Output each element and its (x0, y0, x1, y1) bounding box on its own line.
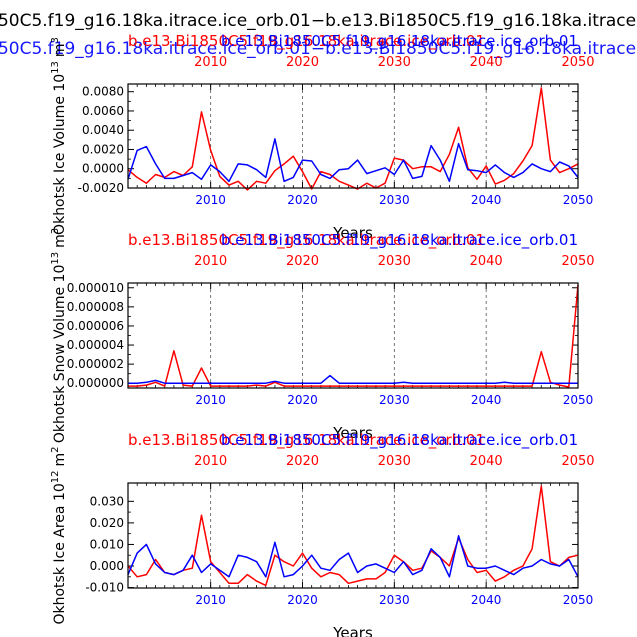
top-x-tick-label: 2050 (561, 55, 594, 70)
y-axis-exponent: 13 (50, 252, 61, 265)
x-axis-label: Years (332, 624, 373, 637)
y-axis-unit-exponent: 3 (50, 37, 61, 43)
y-tick-label: 0.010 (90, 537, 124, 551)
panel-right-title: b.e13.Bi1850C5.f19_g16.18ka.itrace.ice_o… (221, 231, 578, 250)
y-tick-label: 0.000000 (67, 376, 124, 390)
y-tick-label: 0.000008 (67, 300, 124, 314)
bottom-x-tick-label: 2040 (471, 193, 502, 207)
top-x-tick-label: 2050 (561, 254, 594, 269)
figure-title-black: b.e13.Bi1850C5.f19_g16.18ka.itrace.ice_o… (0, 11, 637, 31)
y-axis-label-text: Okhotsk Ice Volume 10 (52, 74, 68, 235)
x-axis-label: Years (332, 424, 373, 442)
y-tick-label: 0.000004 (67, 338, 124, 352)
panel-right-title: b.e13.Bi1850C5.f19_g16.18ka.itrace.ice_o… (221, 431, 578, 450)
top-x-tick-label: 2040 (470, 454, 503, 469)
series-line-red (127, 87, 579, 191)
y-axis-label: Okhotsk Ice Area 1012 m2 (50, 446, 68, 624)
y-axis-label: Okhotsk Ice Volume 1013m3 (50, 37, 68, 235)
y-tick-label: 0.030 (90, 494, 124, 508)
top-x-tick-label: 2020 (286, 55, 319, 70)
panel-1: b.e13.Bi1850C5.f19_g16.18ka.itrace.ice_o… (50, 32, 595, 242)
y-tick-label: 0.000010 (67, 281, 124, 295)
top-x-tick-label: 2030 (378, 55, 411, 70)
x-axis-label: Years (332, 224, 373, 242)
series-line-blue (127, 138, 579, 183)
y-axis-label-text: Okhotsk Ice Area 10 (52, 483, 68, 624)
series-line-blue (128, 374, 578, 384)
y-tick-label: 0.0080 (82, 85, 124, 99)
y-tick-label: 0.020 (90, 516, 124, 530)
panel-left-title: b.e13.Bi1850C5.f19_g16.18ka.itrace.ice_o… (128, 431, 485, 450)
top-x-tick-label: 2020 (286, 254, 319, 269)
top-x-tick-label: 2010 (194, 454, 227, 469)
series-line-red (128, 284, 579, 388)
top-x-tick-label: 2050 (561, 454, 594, 469)
bottom-x-tick-label: 2040 (471, 393, 502, 407)
panel-right-title: b.e13.Bi1850C5.f19_g16.18ka.itrace.ice_o… (221, 32, 578, 51)
y-tick-label: 0.000 (90, 559, 124, 573)
y-axis-exponent: 13 (50, 61, 61, 74)
y-tick-label: 0.0040 (82, 123, 124, 137)
bottom-x-tick-label: 2050 (563, 193, 594, 207)
y-tick-label: -0.0020 (78, 181, 124, 195)
y-axis-exponent: 12 (50, 471, 61, 484)
top-x-tick-label: 2030 (378, 254, 411, 269)
y-axis-unit: m (52, 234, 68, 248)
bottom-x-tick-label: 2020 (287, 193, 318, 207)
bottom-x-tick-label: 2030 (379, 593, 410, 607)
panels: b.e13.Bi1850C5.f19_g16.18ka.itrace.ice_o… (50, 32, 595, 637)
bottom-x-tick-label: 2020 (287, 593, 318, 607)
top-x-tick-label: 2040 (470, 55, 503, 70)
plot-frame (127, 83, 579, 189)
top-x-tick-label: 2030 (378, 454, 411, 469)
y-tick-label: 0.000002 (67, 357, 124, 371)
y-tick-label: -0.010 (85, 581, 124, 595)
top-x-tick-label: 2010 (194, 55, 227, 70)
panel-3: b.e13.Bi1850C5.f19_g16.18ka.itrace.ice_o… (50, 431, 595, 637)
bottom-x-tick-label: 2030 (379, 193, 410, 207)
figure-title-blue: b.e13.Bi1850C5.f19_g16.18ka.itrace.ice_o… (0, 39, 637, 59)
plot-frame (127, 482, 579, 589)
panel-left-title: b.e13.Bi1850C5.f19_g16.18ka.itrace.ice_o… (128, 32, 485, 51)
plot-frame (127, 282, 579, 389)
y-tick-label: 0.0060 (82, 104, 124, 118)
y-axis-unit-exponent: 3 (50, 228, 61, 234)
bottom-x-tick-label: 2010 (195, 193, 226, 207)
bottom-x-tick-label: 2040 (471, 593, 502, 607)
bottom-x-tick-label: 2010 (195, 393, 226, 407)
y-tick-label: 0.0000 (82, 162, 124, 176)
series-line-blue (127, 535, 579, 578)
bottom-x-tick-label: 2050 (563, 393, 594, 407)
panel-left-title: b.e13.Bi1850C5.f19_g16.18ka.itrace.ice_o… (128, 231, 485, 250)
y-axis-unit: m (52, 43, 68, 57)
bottom-x-tick-label: 2010 (195, 593, 226, 607)
bottom-x-tick-label: 2050 (563, 593, 594, 607)
top-x-tick-label: 2010 (194, 254, 227, 269)
panel-2: b.e13.Bi1850C5.f19_g16.18ka.itrace.ice_o… (50, 228, 595, 443)
bottom-x-tick-label: 2020 (287, 393, 318, 407)
y-tick-label: 0.000006 (67, 319, 124, 333)
top-x-tick-label: 2040 (470, 254, 503, 269)
top-x-tick-label: 2020 (286, 454, 319, 469)
y-axis-label-text: Okhotsk Snow Volume 10 (52, 265, 68, 443)
y-tick-label: 0.0020 (82, 142, 124, 156)
bottom-x-tick-label: 2030 (379, 393, 410, 407)
y-axis-unit-exponent: 2 (50, 446, 61, 452)
y-axis-label: Okhotsk Snow Volume 1013 m3 (50, 228, 68, 443)
y-axis-unit: m (52, 453, 68, 467)
series-line-red (127, 485, 579, 587)
